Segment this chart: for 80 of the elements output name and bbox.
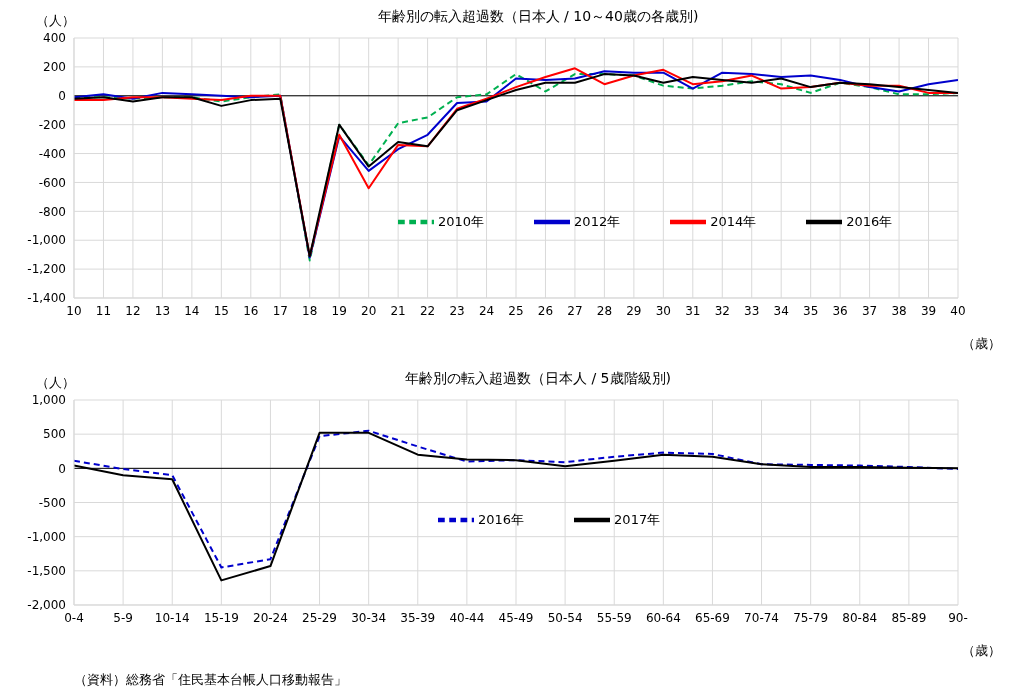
x-tick-label: 50-54 xyxy=(547,610,583,625)
x-tick-label: 40 xyxy=(950,303,966,318)
x-tick-label: 45-49 xyxy=(498,610,534,625)
y-tick-label: 0 xyxy=(58,461,66,476)
y-tick-label: -800 xyxy=(38,204,66,219)
x-tick-label: 28 xyxy=(596,303,613,318)
x-tick-label: 31 xyxy=(685,303,701,318)
x-tick-label: 15-19 xyxy=(203,610,239,625)
x-tick-label: 34 xyxy=(773,303,789,318)
y-tick-label: -1,000 xyxy=(27,529,66,544)
x-tick-label: 25-29 xyxy=(302,610,337,625)
y-axis-title: （人） xyxy=(36,12,75,30)
y-tick-label: 200 xyxy=(43,60,66,75)
x-tick-label: 25 xyxy=(508,303,524,318)
x-tick-label: 40-44 xyxy=(449,610,485,625)
x-tick-label: 12 xyxy=(125,303,141,318)
x-tick-label: 17 xyxy=(272,303,288,318)
x-tick-label: 13 xyxy=(154,303,171,318)
x-tick-label: 22 xyxy=(419,303,436,318)
x-tick-label: 38 xyxy=(891,303,907,318)
x-tick-label: 33 xyxy=(744,303,760,318)
text: （資料）総務省「住民基本台帳人口移動報告」 xyxy=(74,671,348,689)
x-tick-label: 75-79 xyxy=(793,610,829,625)
x-tick-label: 0-4 xyxy=(64,610,84,625)
x-tick-label: 20 xyxy=(361,303,377,318)
x-tick-label: 15 xyxy=(213,303,229,318)
x-tick-label: 30-34 xyxy=(351,610,387,625)
x-tick-label: 35-39 xyxy=(400,610,436,625)
x-tick-label: 14 xyxy=(184,303,200,318)
x-tick-label: 85-89 xyxy=(891,610,927,625)
chart-title: 年齢別の転入超過数（日本人 / 10～40歳の各歳別) xyxy=(377,8,699,24)
legend-label: 2014年 xyxy=(710,213,757,229)
x-tick-label: 30 xyxy=(655,303,671,318)
x-axis-title: （歳） xyxy=(962,335,1001,353)
y-tick-label: -1,200 xyxy=(27,262,66,277)
x-tick-label: 35 xyxy=(803,303,819,318)
x-tick-label: 39 xyxy=(920,303,937,318)
x-tick-label: 27 xyxy=(567,303,583,318)
y-tick-label: 1,000 xyxy=(31,393,66,408)
legend-label: 2017年 xyxy=(614,511,661,527)
x-tick-label: 10-14 xyxy=(154,610,190,625)
x-tick-label: 10 xyxy=(66,303,82,318)
chart-title: 年齢別の転入超過数（日本人 / 5歳階級別) xyxy=(405,370,671,386)
y-tick-label: 500 xyxy=(43,427,66,442)
legend-label: 2016年 xyxy=(478,511,525,527)
x-tick-label: 36 xyxy=(832,303,848,318)
x-tick-label: 70-74 xyxy=(744,610,779,625)
x-tick-label: 21 xyxy=(390,303,406,318)
y-tick-label: -400 xyxy=(38,146,66,161)
x-tick-label: 20-24 xyxy=(253,610,288,625)
y-tick-label: -2,000 xyxy=(27,598,66,613)
y-tick-label: -200 xyxy=(38,117,66,132)
x-tick-label: 55-59 xyxy=(596,610,632,625)
legend-label: 2012年 xyxy=(574,213,621,229)
y-tick-label: -1,000 xyxy=(27,233,66,248)
y-axis-title: （人） xyxy=(36,374,75,392)
y-tick-label: -600 xyxy=(38,175,66,190)
x-tick-label: 19 xyxy=(331,303,347,318)
x-tick-label: 11 xyxy=(95,303,112,318)
y-tick-label: 0 xyxy=(58,89,66,104)
legend-label: 2016年 xyxy=(846,213,893,229)
y-tick-label: 400 xyxy=(43,31,66,46)
x-tick-label: 5-9 xyxy=(113,610,133,625)
x-tick-label: 23 xyxy=(449,303,465,318)
x-tick-label: 16 xyxy=(243,303,259,318)
x-tick-label: 37 xyxy=(861,303,878,318)
x-tick-label: 65-69 xyxy=(695,610,730,625)
x-axis-title: （歳） xyxy=(962,642,1001,660)
legend-label: 2010年 xyxy=(438,213,485,229)
x-tick-label: 60-64 xyxy=(645,610,681,625)
x-tick-label: 90- xyxy=(948,610,968,625)
x-tick-label: 29 xyxy=(626,303,642,318)
x-tick-label: 18 xyxy=(302,303,318,318)
y-tick-label: -1,400 xyxy=(27,291,66,306)
x-tick-label: 26 xyxy=(537,303,554,318)
x-tick-label: 24 xyxy=(478,303,495,318)
y-tick-label: -1,500 xyxy=(27,564,66,579)
y-tick-label: -500 xyxy=(38,495,66,510)
x-tick-label: 32 xyxy=(714,303,730,318)
x-tick-label: 80-84 xyxy=(842,610,878,625)
